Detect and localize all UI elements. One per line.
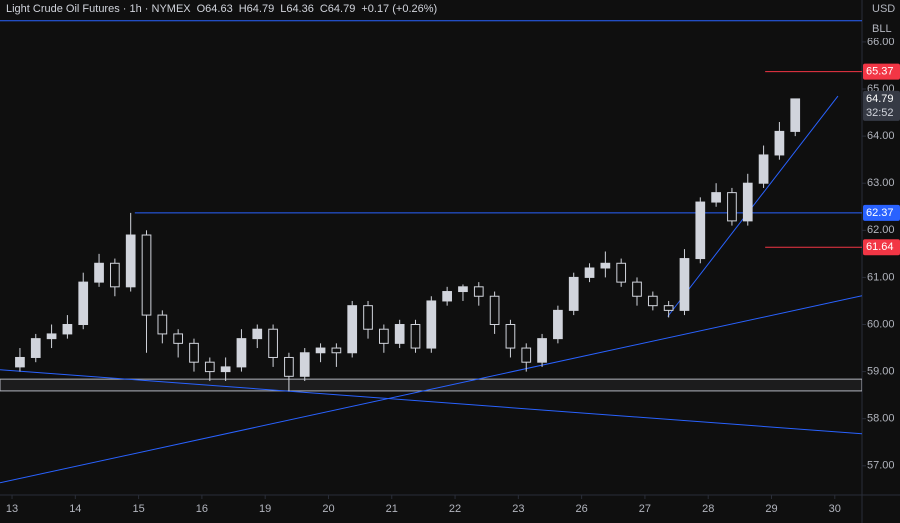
candle-body xyxy=(15,356,25,368)
ohlc-value: L64.36 xyxy=(280,3,314,15)
candle-body xyxy=(663,305,674,311)
y-tick-label: 58.00 xyxy=(867,413,895,425)
price-label-bg xyxy=(863,204,900,221)
candle-body xyxy=(78,281,89,326)
price-label: 61.64 xyxy=(866,241,894,253)
candle-body xyxy=(347,305,358,354)
candle-body xyxy=(679,258,690,311)
price-label-bg xyxy=(863,63,900,80)
chart-title: Light Crude Oil Futures · 1h · NYMEX O64.… xyxy=(6,3,437,15)
candle-body xyxy=(758,154,769,184)
candle-body xyxy=(553,309,563,340)
candle-body xyxy=(236,338,247,368)
currency: USD xyxy=(872,3,895,15)
plot-area xyxy=(0,20,862,484)
price-label: 62.37 xyxy=(866,207,894,219)
ohlc-value: C64.79 xyxy=(320,3,355,15)
candle-body xyxy=(410,324,421,349)
candle-body xyxy=(141,234,152,316)
x-tick-label: 27 xyxy=(639,503,651,515)
candle-body xyxy=(331,347,342,354)
unit-box xyxy=(863,0,900,38)
candle-body xyxy=(727,192,737,222)
x-tick-label: 22 xyxy=(449,503,461,515)
candle-body xyxy=(268,328,278,358)
candle-body xyxy=(600,262,611,269)
candle-body xyxy=(616,262,627,283)
x-tick-label: 16 xyxy=(196,503,208,515)
candle-body xyxy=(284,356,294,377)
candle-body xyxy=(426,300,437,349)
candle-body xyxy=(489,295,500,326)
candle-body xyxy=(204,361,215,373)
x-tick-label: 28 xyxy=(702,503,714,515)
ohlc-value: +0.17 (+0.26%) xyxy=(361,3,437,15)
candle-body xyxy=(220,366,231,373)
ohlc-value: O64.63 xyxy=(197,3,233,15)
candle-body xyxy=(774,130,785,156)
candle-body xyxy=(125,234,136,288)
y-tick-label: 66.00 xyxy=(867,36,895,48)
y-tick-label: 64.00 xyxy=(867,130,895,142)
support-zone xyxy=(0,378,862,392)
candle-body xyxy=(584,267,595,278)
trend-line xyxy=(0,295,862,484)
price-label: 65.37 xyxy=(866,65,894,77)
x-tick-label: 14 xyxy=(69,503,81,515)
candle-body xyxy=(742,182,753,222)
x-tick-label: 29 xyxy=(765,503,777,515)
x-tick-label: 21 xyxy=(386,503,398,515)
countdown: 32:52 xyxy=(866,107,894,119)
candle-body xyxy=(711,192,721,203)
price-label-bg xyxy=(863,239,900,256)
x-tick-label: 23 xyxy=(512,503,524,515)
candle-body xyxy=(252,328,263,340)
unit: BLL xyxy=(872,23,892,35)
ohlc-value: H64.79 xyxy=(239,3,274,15)
y-tick-label: 59.00 xyxy=(867,366,895,378)
x-tick-label: 26 xyxy=(576,503,588,515)
candle-body xyxy=(537,338,547,363)
candle-body xyxy=(790,98,801,132)
y-tick-label: 60.00 xyxy=(867,318,895,330)
candle-body xyxy=(378,328,389,344)
y-tick-label: 57.00 xyxy=(867,460,895,472)
candle-body xyxy=(394,324,405,344)
title-text: Light Crude Oil Futures · 1h · NYMEX xyxy=(6,3,191,15)
candle-body xyxy=(458,286,468,293)
y-tick-label: 62.00 xyxy=(867,224,895,236)
candle-body xyxy=(315,347,326,354)
last-price-bg xyxy=(863,90,900,121)
y-tick-label: 61.00 xyxy=(867,271,895,283)
trend-line xyxy=(0,369,862,435)
candle-body xyxy=(157,314,168,335)
candle-body xyxy=(173,333,184,344)
x-tick-label: 20 xyxy=(322,503,334,515)
candle-body xyxy=(473,286,484,297)
candle-body xyxy=(189,342,199,363)
candle-body xyxy=(363,305,373,330)
candle-body xyxy=(110,262,120,288)
x-tick-label: 19 xyxy=(259,503,271,515)
x-tick-label: 15 xyxy=(132,503,144,515)
candle-body xyxy=(647,295,658,307)
candle-body xyxy=(521,347,532,363)
candle-body xyxy=(442,291,452,302)
candle-body xyxy=(46,333,57,340)
candle-body xyxy=(632,281,642,297)
candle-body xyxy=(299,352,310,377)
trend-line xyxy=(667,95,839,317)
candle-body xyxy=(568,276,579,311)
candle-body xyxy=(94,262,104,283)
x-tick-label: 30 xyxy=(829,503,841,515)
candle-body xyxy=(62,324,73,335)
x-tick-label: 13 xyxy=(6,503,18,515)
last-price-label: 64.79 xyxy=(866,93,894,105)
y-tick-label: 63.00 xyxy=(867,177,895,189)
candle-body xyxy=(505,324,516,349)
candle-body xyxy=(30,338,41,358)
candle-body xyxy=(695,201,706,260)
